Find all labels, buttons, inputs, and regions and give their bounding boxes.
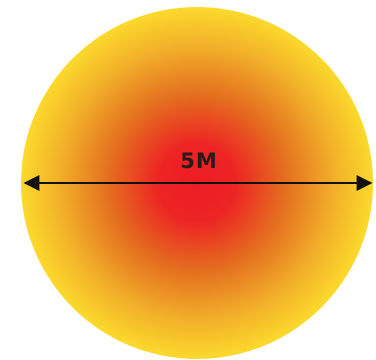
diameter-label: 5M [180,149,218,173]
